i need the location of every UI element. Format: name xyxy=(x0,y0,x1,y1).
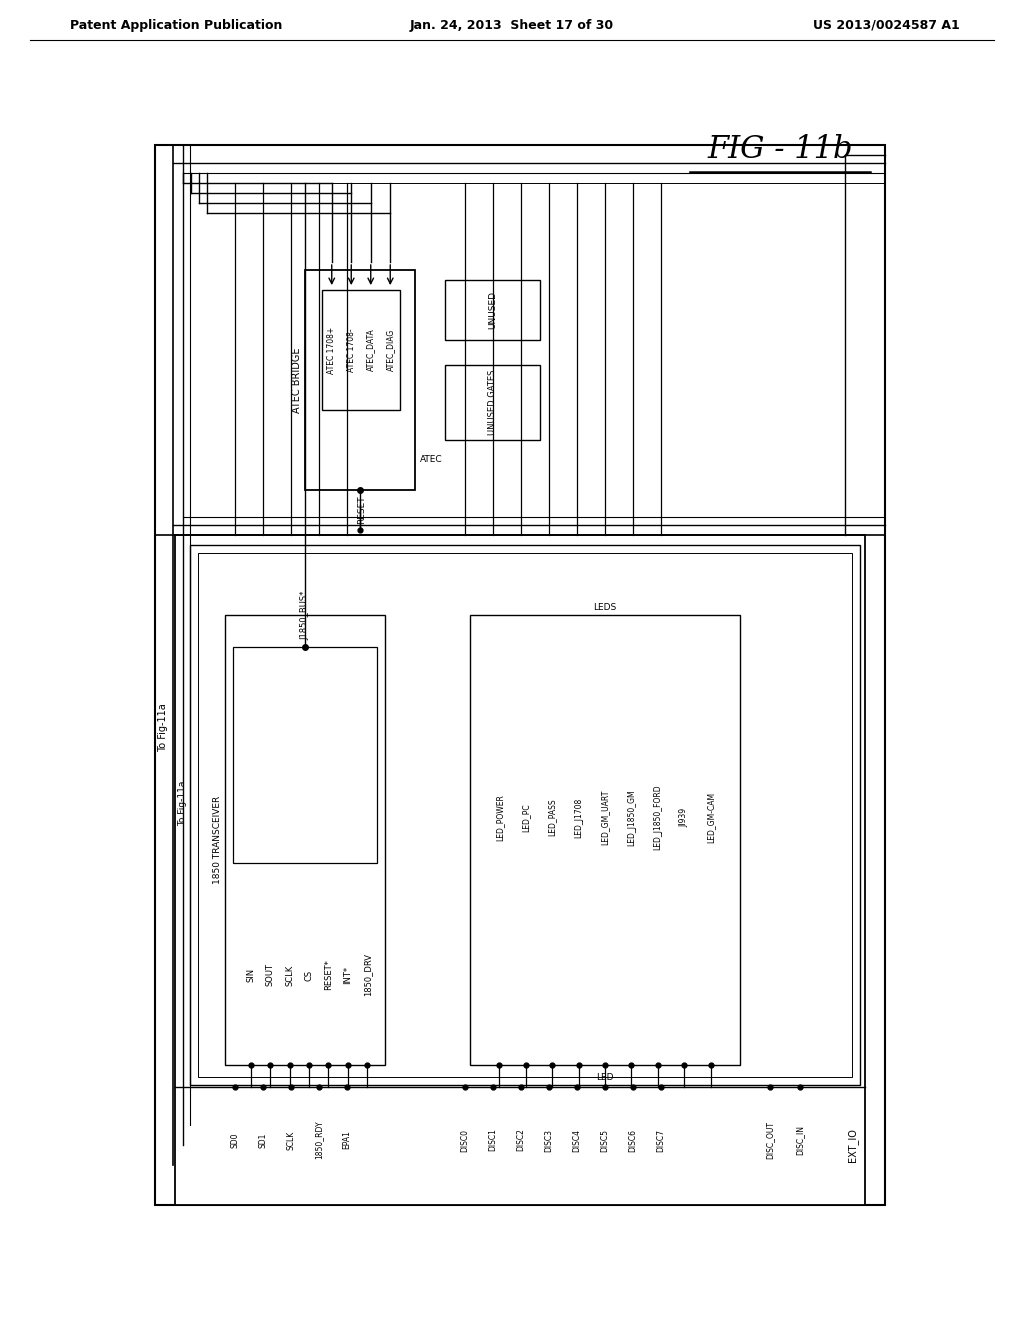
Text: LEDS: LEDS xyxy=(593,602,616,611)
Text: LED: LED xyxy=(596,1073,613,1082)
Text: 1850_RDY: 1850_RDY xyxy=(314,1121,324,1159)
Text: DISC7: DISC7 xyxy=(656,1129,666,1151)
Text: DISC3: DISC3 xyxy=(545,1129,554,1151)
Text: LED_GM_UART: LED_GM_UART xyxy=(600,789,609,845)
Text: FIG - 11b: FIG - 11b xyxy=(708,135,853,165)
Text: LED_J1850_FORD: LED_J1850_FORD xyxy=(653,784,663,850)
Bar xyxy=(233,647,377,862)
Text: Jan. 24, 2013  Sheet 17 of 30: Jan. 24, 2013 Sheet 17 of 30 xyxy=(410,18,614,32)
Text: SCLK: SCLK xyxy=(287,1130,296,1150)
Bar xyxy=(305,271,415,490)
Text: US 2013/0024587 A1: US 2013/0024587 A1 xyxy=(813,18,961,32)
Text: DISC6: DISC6 xyxy=(629,1129,638,1151)
Bar xyxy=(445,280,540,341)
Text: To Fig-11a: To Fig-11a xyxy=(178,780,187,826)
Text: INT*: INT* xyxy=(343,966,352,985)
Text: 1850 TRANSCEIVER: 1850 TRANSCEIVER xyxy=(213,796,221,884)
Text: UNUSED GATES: UNUSED GATES xyxy=(488,370,497,436)
Text: ATEC: ATEC xyxy=(420,455,442,465)
Text: SIN: SIN xyxy=(246,968,255,982)
Text: ATEC 1708-: ATEC 1708- xyxy=(347,329,355,372)
Text: J1850_BUS*: J1850_BUS* xyxy=(300,591,309,640)
Text: LED_J1850_GM: LED_J1850_GM xyxy=(627,789,636,846)
Text: JI939: JI939 xyxy=(680,808,689,828)
Bar xyxy=(190,545,860,1085)
Text: DISC2: DISC2 xyxy=(516,1129,525,1151)
Text: DISC1: DISC1 xyxy=(488,1129,498,1151)
Bar xyxy=(155,145,885,1205)
Text: DISC_OUT: DISC_OUT xyxy=(766,1121,774,1159)
Text: CS: CS xyxy=(304,969,313,981)
Text: SOUT: SOUT xyxy=(265,964,274,986)
Text: SD1: SD1 xyxy=(258,1133,267,1147)
Bar xyxy=(322,290,400,411)
Text: EXT_IO: EXT_IO xyxy=(848,1129,858,1162)
Bar xyxy=(225,615,385,1065)
Text: LED_PC: LED_PC xyxy=(521,803,530,832)
Text: EPA1: EPA1 xyxy=(342,1130,351,1150)
Text: DISC_IN: DISC_IN xyxy=(796,1125,805,1155)
Text: ATEC 1708+: ATEC 1708+ xyxy=(328,326,336,374)
Text: LED_J1708: LED_J1708 xyxy=(574,797,583,838)
Bar xyxy=(445,366,540,440)
Bar xyxy=(175,535,865,1205)
Text: LED_POWER: LED_POWER xyxy=(495,795,504,841)
Text: ATEC BRIDGE: ATEC BRIDGE xyxy=(292,347,302,413)
Text: LED_PASS: LED_PASS xyxy=(548,799,557,837)
Text: ATEC_DATA: ATEC_DATA xyxy=(367,329,375,371)
Text: RESET: RESET xyxy=(357,495,367,524)
Bar xyxy=(198,553,852,1077)
Bar xyxy=(470,615,740,1065)
Text: Patent Application Publication: Patent Application Publication xyxy=(70,18,283,32)
Text: LED_GM-CAM: LED_GM-CAM xyxy=(707,792,715,843)
Text: DISC5: DISC5 xyxy=(600,1129,609,1151)
Text: DISC0: DISC0 xyxy=(461,1129,469,1151)
Text: 1850_DRV: 1850_DRV xyxy=(362,953,372,997)
Text: DISC4: DISC4 xyxy=(572,1129,582,1151)
Text: SCLK: SCLK xyxy=(285,965,294,986)
Text: ATEC_DIAG: ATEC_DIAG xyxy=(386,329,394,371)
Text: UNUSED: UNUSED xyxy=(488,290,497,329)
Text: SD0: SD0 xyxy=(230,1133,240,1148)
Text: RESET*: RESET* xyxy=(324,960,333,990)
Text: To Fig-11a: To Fig-11a xyxy=(158,704,168,752)
